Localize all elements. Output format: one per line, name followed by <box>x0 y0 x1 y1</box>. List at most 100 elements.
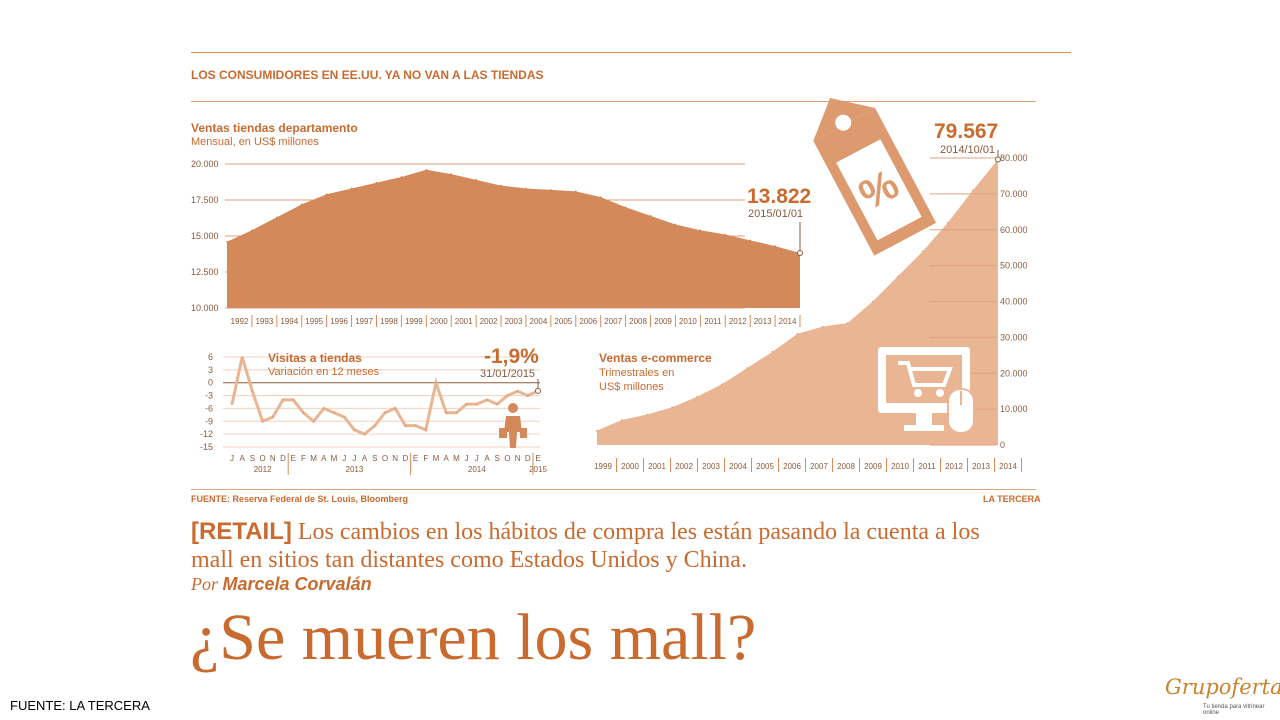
chart1-point <box>674 223 677 226</box>
chart1-ytick-label: 20.000 <box>191 159 219 169</box>
chart3-point <box>621 419 623 421</box>
chart2-point <box>445 411 448 414</box>
chart2-year-label: 2014 <box>468 465 486 474</box>
chart2-month-label: O <box>382 454 388 463</box>
chart2-month-label: S <box>372 454 377 463</box>
chart1-xtick-label: 2012 <box>729 317 747 326</box>
title-rule <box>191 101 1036 102</box>
chart2-ytick-label: -9 <box>205 416 213 426</box>
chart3-annotation-marker <box>995 156 1001 163</box>
chart2-month-label: S <box>495 454 500 463</box>
chart2-point <box>496 403 499 405</box>
chart3-point <box>746 367 749 369</box>
chart1-point <box>251 229 253 232</box>
chart2-ytick-label: -3 <box>205 391 213 401</box>
chart3-xtick-label: 2009 <box>864 462 882 471</box>
chart3-xtick-label: 2011 <box>918 462 936 471</box>
chart2-month-label: F <box>301 454 306 463</box>
chart2-point <box>353 429 356 431</box>
price-tag-percent-icon: % <box>813 97 937 256</box>
chart1-point <box>475 179 477 181</box>
chart3-xtick-label: 2008 <box>837 462 855 471</box>
brand-logo: Grupofertas <box>1165 675 1280 699</box>
chart3-xtick-label: 2000 <box>621 462 639 471</box>
chart2-month-label: A <box>484 454 490 463</box>
chart3-ytick-label: 50.000 <box>1000 261 1028 271</box>
chart1-point <box>300 203 303 206</box>
chart1-xtick-label: 2000 <box>430 317 448 326</box>
chart1-point <box>749 239 751 242</box>
chart2-month-label: E <box>413 454 418 463</box>
chart3-ytick-label: 10.000 <box>1000 404 1028 414</box>
chart1-xtick-label: 2001 <box>455 317 473 326</box>
chart2-ytick-label: -15 <box>200 442 213 452</box>
chart1-point <box>774 245 776 247</box>
chart3-ytick-label: 70.000 <box>1000 189 1028 199</box>
chart2-month-label: M <box>453 454 460 463</box>
source-rule <box>191 489 1036 490</box>
chart3-point <box>972 189 974 192</box>
chart1-point <box>550 189 552 191</box>
chart3-point <box>871 300 874 303</box>
chart2-point <box>394 407 396 410</box>
chart2-ytick-label: -12 <box>200 429 213 439</box>
chart2-month-label: M <box>331 454 338 463</box>
chart2-ytick-label: 6 <box>208 352 213 362</box>
chart3-point <box>596 429 598 432</box>
chart3-xtick-label: 2005 <box>756 462 774 471</box>
chart3-ytick-label: 30.000 <box>1000 332 1028 342</box>
chart3-point <box>821 325 824 328</box>
chart2-month-label: J <box>475 454 479 463</box>
chart3-xtick-label: 2003 <box>702 462 720 471</box>
chart2-point <box>282 399 284 401</box>
chart2-month-label: A <box>444 454 450 463</box>
chart3-point <box>646 413 648 416</box>
chart1-xtick-label: 2009 <box>654 317 672 326</box>
chart3-ytick-label: 80.000 <box>1000 153 1028 163</box>
byline-prefix: Por <box>191 574 218 594</box>
chart1-annotation-marker <box>797 249 803 256</box>
chart2-point <box>506 394 509 397</box>
chart2-annotation-value: -1,9% <box>484 345 539 368</box>
chart3-xtick-label: 2007 <box>810 462 828 471</box>
chart1-xtick-label: 1998 <box>380 317 398 326</box>
chart3-xtick-label: 2006 <box>783 462 801 471</box>
chart2-month-label: J <box>342 454 346 463</box>
chart2-month-label: A <box>362 454 368 463</box>
chart1-xtick-label: 2008 <box>629 317 647 326</box>
chart2-year-label: 2012 <box>254 465 272 474</box>
chart1-ytick-label: 15.000 <box>191 231 219 241</box>
chart1-annotation-date: 2015/01/01 <box>748 208 804 220</box>
chart2-month-label: D <box>280 454 286 463</box>
chart1-point <box>525 187 527 190</box>
chart3-point <box>696 395 699 398</box>
chart2-month-label: O <box>504 454 510 463</box>
chart2-point <box>374 424 376 427</box>
article-tag: [RETAIL] <box>191 518 292 545</box>
chart2-month-label: A <box>240 454 246 463</box>
chart1-xtick-label: 2003 <box>505 317 523 326</box>
chart2-month-label: E <box>291 454 296 463</box>
chart2-point <box>486 399 488 401</box>
chart3-point <box>947 221 949 224</box>
chart2-month-label: N <box>270 454 276 463</box>
chart2-ytick-label: 0 <box>208 378 213 388</box>
chart2-store-visits: 630-3-6-9-12-15J A S O N D E F M A M J J A S O N D E F M A M J J… <box>200 352 547 475</box>
chart2-point <box>343 416 345 418</box>
chart2-month-label: D <box>525 454 531 463</box>
chart2-point <box>323 407 325 410</box>
chart1-dept-store-sales: 20.000 17.500 15.000 12.500 10.000 1992 1993 19… <box>191 159 803 327</box>
chart3-xtick-label: 2014 <box>999 462 1017 471</box>
infographic-title: LOS CONSUMIDORES EN EE.UU. YA NO VAN A L… <box>191 68 544 82</box>
headline: ¿Se mueren los mall? <box>190 601 757 674</box>
chart2-subtitle: Variación en 12 meses <box>268 366 380 378</box>
top-rule <box>191 52 1071 53</box>
article-lede: Los cambios en los hábitos de compra les… <box>191 519 980 573</box>
chart3-point <box>846 322 849 324</box>
chart2-point <box>455 411 458 414</box>
chart2-point <box>414 424 417 427</box>
chart3-annotation-date: 2014/10/01 <box>940 144 996 156</box>
chart2-year-label: 2013 <box>346 465 364 474</box>
chart1-xtick-label: 2006 <box>579 317 597 326</box>
chart1-xtick-label: 2010 <box>679 317 697 326</box>
